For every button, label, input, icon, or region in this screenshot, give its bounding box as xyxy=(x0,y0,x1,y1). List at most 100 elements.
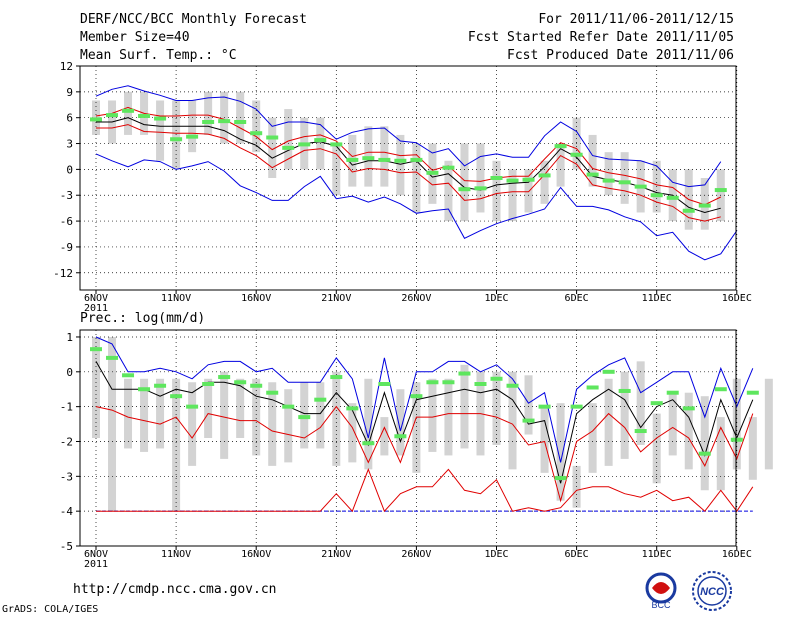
temp-median-mark xyxy=(250,131,263,136)
temp-median-mark xyxy=(650,193,663,198)
prec-spread-box xyxy=(396,389,405,456)
temp-spread-box xyxy=(588,134,597,187)
prec-ytick-label: -5 xyxy=(60,540,73,553)
temp-median-mark xyxy=(138,113,151,118)
prec-lower-red-line xyxy=(96,468,754,513)
prec-median-mark xyxy=(554,476,567,481)
prec-ytick-label: -3 xyxy=(60,470,73,483)
prec-median-mark xyxy=(410,394,423,399)
ncc-logo: NCC xyxy=(692,571,732,611)
temp-xtick-label: 6NOV xyxy=(84,293,108,304)
temp-frame xyxy=(79,65,737,291)
prec-median-mark xyxy=(650,401,663,406)
temp-xtick-label: 2011 xyxy=(84,303,108,314)
temp-median-mark xyxy=(538,173,551,178)
temp-ytick-label: -6 xyxy=(60,215,73,228)
temp-spread-box xyxy=(604,152,613,196)
temp-spread-box xyxy=(268,117,277,178)
temp-median-mark xyxy=(618,180,631,185)
prec-spread-box xyxy=(204,378,213,438)
prec-spread-box xyxy=(620,371,629,459)
prec-xtick-label: 2011 xyxy=(84,559,108,570)
temp-xtick-label: 21NOV xyxy=(321,293,351,304)
prec-xtick-label: 21NOV xyxy=(321,549,351,560)
temp-ytick-label: -9 xyxy=(60,241,73,254)
prec-median-mark xyxy=(138,387,151,392)
prec-spread-box xyxy=(540,406,549,473)
temp-median-mark xyxy=(346,157,359,162)
temp-xtick-label: 6DEC xyxy=(565,293,589,304)
prec-spread-box xyxy=(636,361,645,445)
prec-spread-box xyxy=(588,403,597,473)
prec-upper-red-line xyxy=(95,405,754,503)
temp-median-mark xyxy=(586,172,599,177)
prec-spread-box xyxy=(172,378,181,512)
grads-credit: GrADS: COLA/IGES xyxy=(2,604,99,615)
source-url[interactable]: http://cmdp.ncc.cma.gov.cn xyxy=(73,582,277,597)
prec-spread-box xyxy=(556,403,565,501)
prec-median-mark xyxy=(490,376,503,381)
temp-spread-box xyxy=(204,91,213,135)
temp-median-mark xyxy=(218,119,231,124)
temp-median-mark xyxy=(330,142,343,147)
prec-median-mark xyxy=(202,382,215,386)
temp-median-mark xyxy=(634,184,647,189)
prec-median-mark xyxy=(106,355,119,360)
prec-median-mark xyxy=(746,390,759,395)
produced-date: Fcst Produced Date 2011/11/06 xyxy=(507,48,734,63)
prec-xtick-label: 11NOV xyxy=(161,549,191,560)
prec-median-mark xyxy=(538,404,551,409)
temp-spread-box xyxy=(524,169,533,213)
prec-spread-box xyxy=(316,382,325,449)
prec-ytick-label: 0 xyxy=(66,366,73,379)
prec-median-mark xyxy=(506,383,519,388)
temp-median-mark xyxy=(698,203,711,208)
temp-median-mark xyxy=(490,176,503,180)
prec-ytick-label: -2 xyxy=(60,435,73,448)
temp-median-mark xyxy=(170,137,183,142)
prec-spread-box xyxy=(492,371,501,445)
prec-spread-box xyxy=(684,392,693,470)
prec-median-mark xyxy=(586,385,599,390)
variable-label: Mean Surf. Temp.: °C xyxy=(80,48,237,63)
prec-spread-box xyxy=(236,378,245,438)
prec-spread-box xyxy=(764,378,773,470)
temp-median-mark xyxy=(394,158,407,163)
prec-spread-box xyxy=(92,336,100,438)
prec-median-mark xyxy=(378,382,391,386)
prec-panel-title: Prec.: log(mm/d) xyxy=(80,311,205,326)
temp-median-mark xyxy=(314,138,327,143)
prec-ytick-label: -1 xyxy=(60,401,73,414)
temp-ytick-label: 3 xyxy=(66,138,73,151)
prec-spread-box xyxy=(348,403,357,463)
prec-median-mark xyxy=(458,371,471,376)
temp-xtick-label: 11DEC xyxy=(642,293,672,304)
temp-median-mark xyxy=(554,144,567,149)
prec-spread-box xyxy=(508,371,517,470)
prec-median-mark xyxy=(426,380,439,385)
prec-median-mark xyxy=(154,383,167,388)
prec-xtick-label: 16NOV xyxy=(241,549,271,560)
prec-spread-box xyxy=(252,378,261,456)
temp-median-mark xyxy=(410,157,423,162)
temp-ytick-label: 0 xyxy=(66,163,73,176)
ncc-logo-text: NCC xyxy=(700,586,725,598)
temp-ytick-label: -12 xyxy=(53,267,73,280)
prec-median-mark xyxy=(362,441,375,446)
prec-xtick-label: 6NOV xyxy=(84,549,108,560)
start-date: Fcst Started Refer Date 2011/11/05 xyxy=(467,30,734,45)
prec-median-mark xyxy=(266,390,279,395)
prec-spread-box xyxy=(748,417,757,480)
prec-median-mark xyxy=(714,387,727,392)
temp-spread-box xyxy=(460,143,469,222)
prec-median-mark xyxy=(698,451,711,456)
temp-median-mark xyxy=(186,134,199,139)
temp-median-mark xyxy=(426,170,439,175)
temp-spread-box xyxy=(540,160,549,204)
temp-median-mark xyxy=(154,116,167,121)
prec-spread-box xyxy=(140,378,149,452)
prec-median-mark xyxy=(570,404,583,409)
chart-title: DERF/NCC/BCC Monthly Forecast xyxy=(80,12,307,27)
prec-median-mark xyxy=(522,418,535,423)
